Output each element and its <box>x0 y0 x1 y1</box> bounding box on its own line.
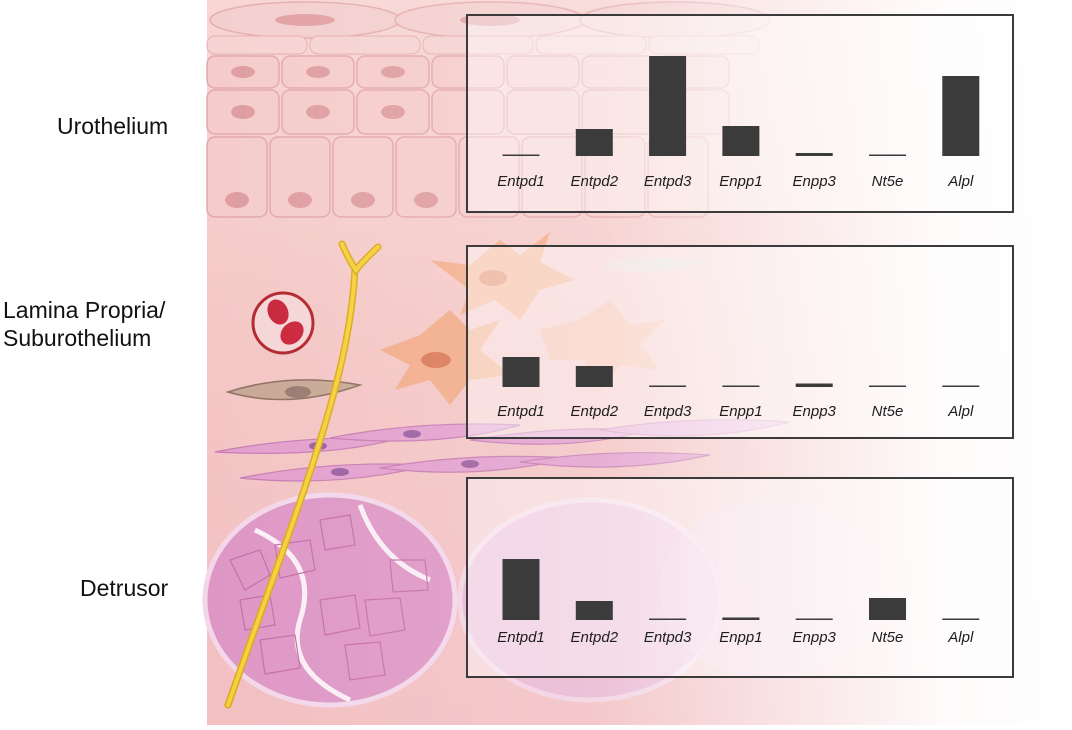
category-label-nt5e: Nt5e <box>872 629 904 646</box>
category-label-enpp1: Enpp1 <box>719 173 762 190</box>
bar-entpd2 <box>575 366 613 387</box>
category-label-entpd1: Entpd1 <box>497 173 545 190</box>
urothelium-bar-chart: Entpd1 Entpd2 Entpd3 Enpp1 Enpp3 Nt5e Alpl <box>497 56 980 190</box>
category-label-alpl: Alpl <box>947 173 974 190</box>
bar-enpp3 <box>795 153 833 156</box>
bar-entpd3 <box>649 385 687 387</box>
bar-enpp3 <box>795 383 833 387</box>
bar-entpd2 <box>575 129 613 156</box>
detrusor-bar-chart: Entpd1 Entpd2 Entpd3 Enpp1 Enpp3 Nt5e Alpl <box>497 559 980 646</box>
bar-alpl <box>942 618 980 620</box>
bar-entpd1 <box>502 559 540 620</box>
category-label-enpp1: Enpp1 <box>719 629 762 646</box>
bar-alpl <box>942 76 980 156</box>
urothelium-label: Urothelium <box>57 113 169 139</box>
bar-entpd3 <box>649 618 687 620</box>
bar-entpd3 <box>649 56 687 156</box>
category-label-alpl: Alpl <box>947 629 974 646</box>
bar-entpd2 <box>575 601 613 620</box>
category-label-enpp3: Enpp3 <box>793 403 837 420</box>
category-label-entpd2: Entpd2 <box>571 403 619 420</box>
category-label-entpd3: Entpd3 <box>644 173 692 190</box>
category-label-enpp3: Enpp3 <box>793 629 837 646</box>
category-label-alpl: Alpl <box>947 403 974 420</box>
bar-enpp1 <box>722 617 760 620</box>
bar-enpp1 <box>722 385 760 387</box>
category-label-enpp1: Enpp1 <box>719 403 762 420</box>
urothelium-expression-panel: Entpd1 Entpd2 Entpd3 Enpp1 Enpp3 Nt5e Alpl <box>466 14 1014 213</box>
lamina-propria-label: Lamina Propria/ Suburothelium <box>3 296 165 352</box>
lamina-propria-bar-chart: Entpd1 Entpd2 Entpd3 Enpp1 Enpp3 Nt5e Alpl <box>497 357 980 420</box>
lamina-propria-label-line1: Lamina Propria/ <box>3 297 166 323</box>
category-label-nt5e: Nt5e <box>872 173 904 190</box>
category-label-enpp3: Enpp3 <box>793 173 837 190</box>
category-label-entpd3: Entpd3 <box>644 629 692 646</box>
bar-nt5e <box>869 385 906 387</box>
bar-entpd1 <box>502 357 540 387</box>
bar-enpp1 <box>722 126 760 156</box>
category-label-entpd2: Entpd2 <box>571 629 619 646</box>
category-label-entpd3: Entpd3 <box>644 403 692 420</box>
detrusor-label: Detrusor <box>80 575 169 601</box>
lamina-propria-expression-panel: Entpd1 Entpd2 Entpd3 Enpp1 Enpp3 Nt5e Alpl <box>466 245 1014 439</box>
category-label-nt5e: Nt5e <box>872 403 904 420</box>
category-label-entpd1: Entpd1 <box>497 403 545 420</box>
bar-enpp3 <box>795 618 833 620</box>
detrusor-expression-panel: Entpd1 Entpd2 Entpd3 Enpp1 Enpp3 Nt5e Alpl <box>466 477 1014 678</box>
bar-nt5e <box>869 154 906 156</box>
bar-alpl <box>942 385 980 387</box>
category-label-entpd2: Entpd2 <box>571 173 619 190</box>
category-label-entpd1: Entpd1 <box>497 629 545 646</box>
lamina-propria-label-line2: Suburothelium <box>3 325 152 351</box>
bar-entpd1 <box>502 154 540 156</box>
bar-nt5e <box>869 598 906 620</box>
